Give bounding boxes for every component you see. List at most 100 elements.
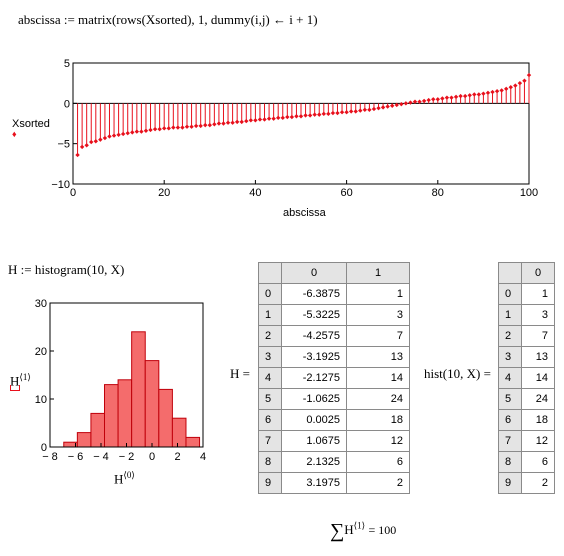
row-index: 1 xyxy=(498,304,522,326)
H-matrix-row: 5 -1.0625 24 xyxy=(258,388,410,410)
stem-point xyxy=(230,120,235,125)
hist-x-tick-label: 2 xyxy=(174,451,180,463)
stem-point xyxy=(330,110,336,116)
hist-x-tick-label: 0 xyxy=(149,451,155,463)
stem-point xyxy=(189,124,194,129)
stem-point xyxy=(312,112,317,117)
stem-point xyxy=(89,139,94,145)
row-index: 0 xyxy=(258,283,282,305)
stem-point xyxy=(262,117,267,122)
stem-point xyxy=(394,102,399,108)
H-cell-bin[interactable]: -5.3225 xyxy=(281,304,347,326)
stem-point xyxy=(98,137,103,142)
histogram-definition[interactable]: H := histogram(10, X) xyxy=(8,262,125,277)
row-index: 5 xyxy=(258,388,282,410)
stem-point xyxy=(171,125,176,130)
stem-point xyxy=(485,90,491,96)
H-cell-count[interactable]: 18 xyxy=(346,409,410,431)
H-matrix-row: 7 1.0675 12 xyxy=(258,430,410,452)
row-index: 9 xyxy=(258,472,282,494)
row-index: 2 xyxy=(498,325,522,347)
H-cell-bin[interactable]: -3.1925 xyxy=(281,346,347,368)
hist-cell[interactable]: 12 xyxy=(521,430,555,452)
histogram-plot[interactable]: − 8 − 6 − 4 − 2 0 2 4 30 20 10 0 xyxy=(0,290,220,490)
hist-vector-row: 7 12 xyxy=(498,430,555,452)
abscissa-definition[interactable]: abscissa := matrix(rows(Xsorted), 1, dum… xyxy=(18,12,318,27)
H-cell-count[interactable]: 3 xyxy=(346,304,410,326)
hist-cell[interactable]: 3 xyxy=(521,304,555,326)
x-tick-label: 60 xyxy=(340,187,352,199)
stem-point xyxy=(75,152,80,158)
stem-point xyxy=(280,115,285,121)
stem-point xyxy=(335,110,340,116)
stem-point xyxy=(134,129,140,134)
stem-point xyxy=(180,125,185,130)
hist-vector-row: 3 13 xyxy=(498,346,555,368)
hist-cell[interactable]: 7 xyxy=(521,325,555,347)
H-cell-bin[interactable]: -1.0625 xyxy=(281,388,347,410)
row-index: 6 xyxy=(498,409,522,431)
row-index: 0 xyxy=(498,283,522,305)
H-matrix-row: 1 -5.3225 3 xyxy=(258,304,410,326)
stem-point xyxy=(148,127,153,133)
hist-vector-corner xyxy=(498,262,522,284)
H-matrix-header: 0 1 xyxy=(258,262,410,284)
hist-bar xyxy=(158,388,173,448)
stem-point xyxy=(494,89,500,94)
H-cell-count[interactable]: 7 xyxy=(346,325,410,347)
stem-point xyxy=(175,125,181,130)
hist-cell[interactable]: 14 xyxy=(521,367,555,389)
stem-point xyxy=(244,118,249,124)
stem-point xyxy=(490,89,495,95)
stem-point xyxy=(522,78,527,83)
H-cell-count[interactable]: 14 xyxy=(346,367,410,389)
H-cell-bin[interactable]: -6.3875 xyxy=(281,283,347,305)
stem-point xyxy=(526,72,532,78)
stem-point xyxy=(435,97,440,102)
stem-point xyxy=(467,93,472,98)
stem-point xyxy=(125,130,130,136)
H-cell-bin[interactable]: 3.1975 xyxy=(281,472,347,494)
H-cell-count[interactable]: 2 xyxy=(346,472,410,494)
H-cell-bin[interactable]: 2.1325 xyxy=(281,451,347,473)
hist-y-tick-label: 30 xyxy=(35,298,47,310)
hist-cell[interactable]: 6 xyxy=(521,451,555,473)
row-index: 9 xyxy=(498,472,522,494)
stem-plot[interactable]: 0 20 40 60 80 100 5 0 −5 −10 xyxy=(0,55,564,225)
H-cell-count[interactable]: 1 xyxy=(346,283,410,305)
hist-vector-header: 0 xyxy=(498,262,555,284)
H-cell-count[interactable]: 12 xyxy=(346,430,410,452)
stem-point xyxy=(111,133,117,138)
stem-point xyxy=(203,122,208,128)
hist-cell[interactable]: 2 xyxy=(521,472,555,494)
x-tick-label: 80 xyxy=(432,187,444,199)
stem-point xyxy=(143,128,149,133)
stem-point xyxy=(344,110,349,115)
H-matrix[interactable]: 0 1 0 -6.3875 1 1 -5.3225 3 2 -4.2575 7 3 -3.1925 1… xyxy=(258,262,410,494)
H-cell-bin[interactable]: 0.0025 xyxy=(281,409,347,431)
sum-expression[interactable]: ∑H⟨1⟩ = 100 xyxy=(330,520,396,543)
stem-point xyxy=(253,118,258,123)
H-cell-bin[interactable]: -4.2575 xyxy=(281,325,347,347)
hist-vector-col-header: 0 xyxy=(521,262,555,284)
stem-point xyxy=(371,106,377,112)
H-matrix-row: 3 -3.1925 13 xyxy=(258,346,410,368)
H-cell-bin[interactable]: 1.0675 xyxy=(281,430,347,452)
stem-point xyxy=(499,88,504,93)
hist-cell[interactable]: 1 xyxy=(521,283,555,305)
hist-vector[interactable]: 0 0 1 1 3 2 7 3 13 4 14 5 24 6 18 7 12 8 6 9 2 xyxy=(498,262,555,494)
H-cell-bin[interactable]: -2.1275 xyxy=(281,367,347,389)
hist-vector-label: hist(10, X) = xyxy=(424,366,491,381)
hist-cell[interactable]: 18 xyxy=(521,409,555,431)
H-matrix-row: 0 -6.3875 1 xyxy=(258,283,410,305)
H-matrix-row: 8 2.1325 6 xyxy=(258,451,410,473)
H-cell-count[interactable]: 24 xyxy=(346,388,410,410)
stem-point xyxy=(93,139,98,144)
H-cell-count[interactable]: 6 xyxy=(346,451,410,473)
hist-cell[interactable]: 24 xyxy=(521,388,555,410)
stem-point xyxy=(508,85,513,90)
H-cell-count[interactable]: 13 xyxy=(346,346,410,368)
hist-cell[interactable]: 13 xyxy=(521,346,555,368)
